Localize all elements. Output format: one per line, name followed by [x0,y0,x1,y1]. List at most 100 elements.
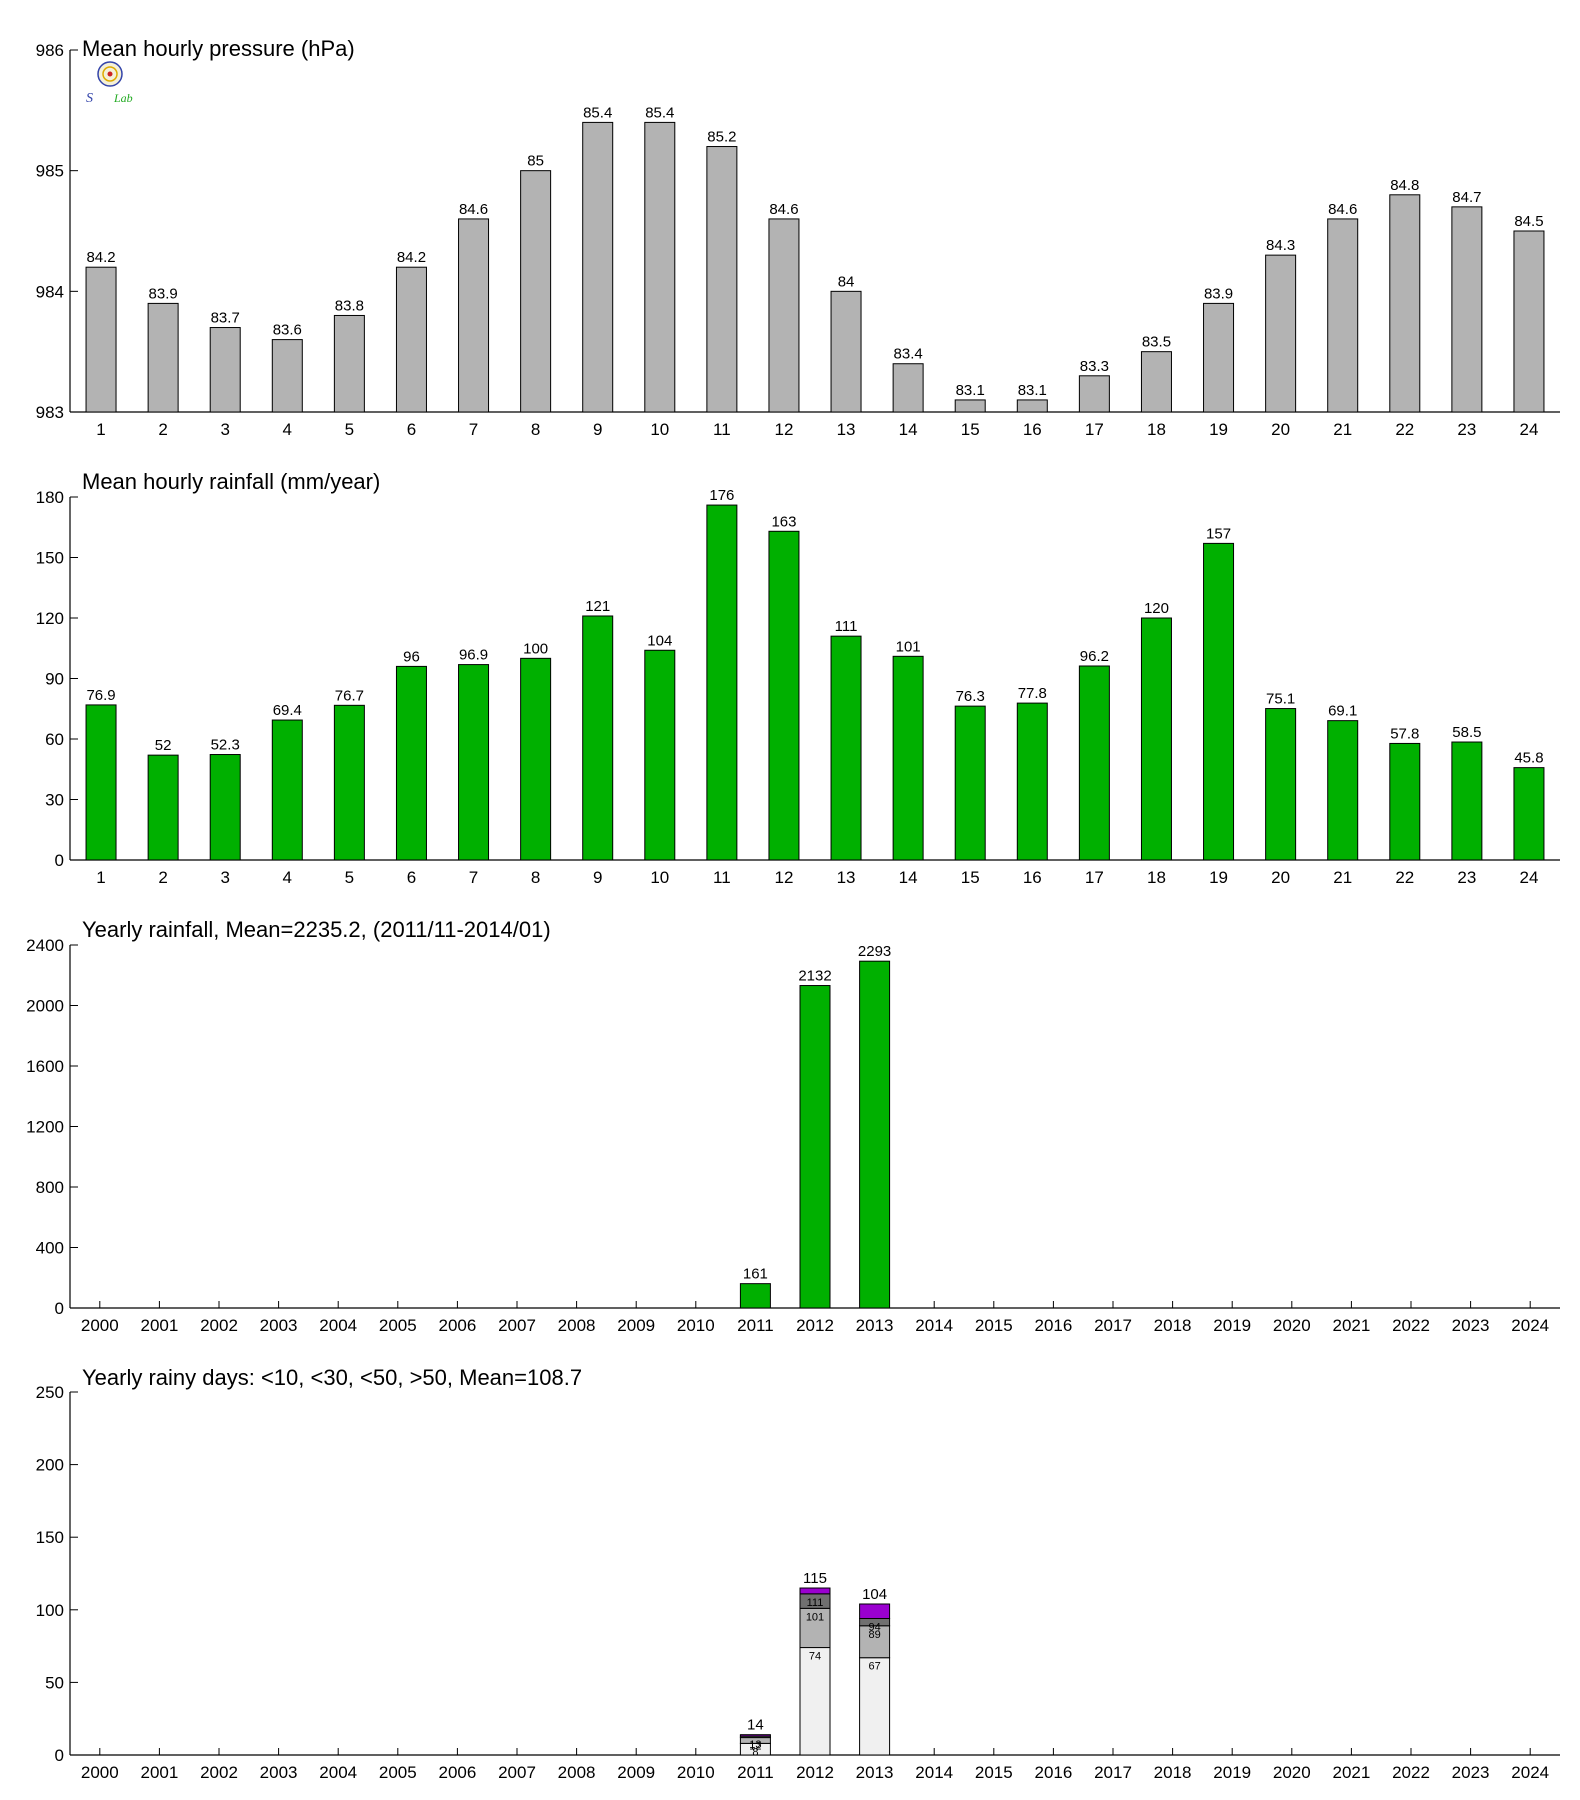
x-tick-label: 11 [713,420,731,439]
bar [395,665,427,861]
bar-value-label: 84.3 [1266,237,1295,254]
x-tick-label: 21 [1333,420,1352,439]
bar [395,266,427,413]
x-tick-label: 7 [469,868,478,887]
x-tick-label: 2003 [260,1316,298,1335]
bar [458,218,490,413]
y-tick-label: 400 [36,1239,64,1258]
y-tick-label: 60 [45,730,64,749]
bar-value-label: 85 [527,153,544,170]
bar [892,655,924,861]
x-tick-label: 2020 [1273,1316,1311,1335]
x-tick-label: 9 [593,420,602,439]
x-tick-label: 2024 [1511,1763,1549,1782]
lab-logo-icon: S Lab [86,61,133,106]
x-tick-label: 2007 [498,1316,536,1335]
x-tick-label: 2019 [1213,1316,1251,1335]
yearly-rain-title: Yearly rainfall, Mean=2235.2, (2011/11-2… [82,917,551,942]
bar-value-label: 104 [647,632,672,649]
x-tick-label: 2014 [915,1316,953,1335]
x-tick-label: 4 [283,420,292,439]
x-tick-label: 15 [961,868,980,887]
bar-value-label: 83.1 [956,382,985,399]
x-tick-label: 18 [1147,420,1166,439]
x-tick-label: 2006 [438,1763,476,1782]
y-tick-label: 180 [36,488,64,507]
bar-value-label: 111 [835,618,858,635]
x-tick-label: 5 [345,420,354,439]
x-tick-label: 8 [531,420,540,439]
yearly-rain-chart: Yearly rainfall, Mean=2235.2, (2011/11-2… [26,917,1560,1335]
bar [644,649,676,861]
x-tick-label: 2015 [975,1316,1013,1335]
x-tick-label: 10 [650,420,669,439]
bar-value-label: 176 [709,487,734,504]
bar [706,146,738,413]
bar-value-label: 101 [896,638,921,655]
x-tick-label: 16 [1023,420,1042,439]
bar [520,170,552,413]
x-tick-label: 2023 [1452,1763,1490,1782]
bar-value-label: 84.5 [1514,213,1543,230]
bar-value-label: 85.2 [707,129,736,146]
bar-value-label: 84.6 [1328,201,1357,218]
x-tick-label: 2024 [1511,1316,1549,1335]
x-tick-label: 2016 [1034,1763,1072,1782]
y-tick-label: 985 [36,162,64,181]
bar-value-label: 2293 [858,943,891,960]
x-tick-label: 2005 [379,1763,417,1782]
x-tick-label: 18 [1147,868,1166,887]
x-tick-label: 19 [1209,868,1228,887]
y-tick-label: 2400 [26,936,64,955]
bar-value-label: 83.6 [273,322,302,339]
y-tick-label: 250 [36,1383,64,1402]
y-tick-label: 200 [36,1456,64,1475]
x-tick-label: 2021 [1332,1316,1370,1335]
stack-total-label: 14 [747,1717,764,1734]
x-tick-label: 13 [837,868,856,887]
x-tick-label: 2013 [856,1316,894,1335]
stack-segment [799,1607,831,1649]
bar [1140,351,1172,413]
bar-value-label: 76.3 [956,688,985,705]
x-tick-label: 2011 [737,1763,774,1782]
bar-value-label: 45.8 [1514,750,1543,767]
y-tick-label: 800 [36,1178,64,1197]
x-tick-label: 2012 [796,1316,834,1335]
bar-value-label: 85.4 [583,104,612,121]
x-tick-label: 20 [1271,420,1290,439]
x-tick-label: 2017 [1094,1316,1132,1335]
x-tick-label: 12 [774,868,793,887]
x-tick-label: 2010 [677,1316,715,1335]
x-tick-label: 8 [531,868,540,887]
bar-value-label: 69.1 [1328,703,1357,720]
x-tick-label: 24 [1519,868,1538,887]
rainy-days-title: Yearly rainy days: <10, <30, <50, >50, M… [82,1365,582,1390]
x-tick-label: 13 [837,420,856,439]
x-tick-label: 2003 [260,1763,298,1782]
y-tick-label: 90 [45,670,64,689]
x-tick-label: 2022 [1392,1763,1430,1782]
x-tick-label: 2005 [379,1316,417,1335]
x-tick-label: 24 [1519,420,1538,439]
stack-segment-label: 74 [809,1651,821,1663]
bar [271,339,303,413]
x-tick-label: 11 [713,868,731,887]
stack-total-label: 104 [862,1586,887,1603]
bar-value-label: 121 [585,598,610,615]
x-tick-label: 17 [1085,868,1104,887]
bar [830,290,862,413]
bar [768,218,800,413]
y-tick-label: 983 [36,403,64,422]
x-tick-label: 4 [283,868,292,887]
bar-value-label: 100 [523,640,548,657]
bar [1203,542,1235,861]
x-tick-label: 1 [96,420,105,439]
bar-value-label: 69.4 [273,702,302,719]
stack-segment-label: 13 [749,1739,761,1751]
bar-value-label: 75.1 [1266,691,1295,708]
x-tick-label: 9 [593,868,602,887]
